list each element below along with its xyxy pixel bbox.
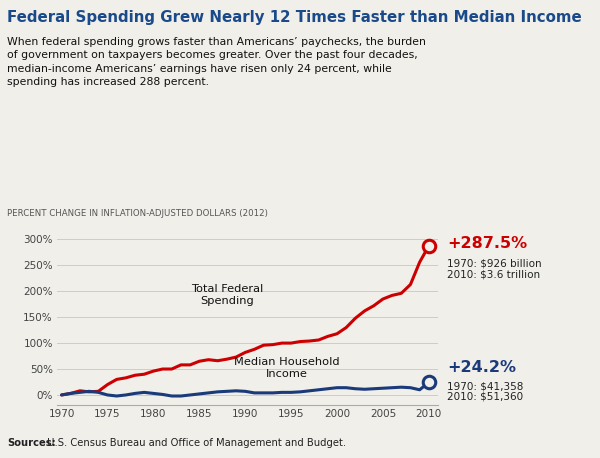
Text: When federal spending grows faster than Americans’ paychecks, the burden
of gove: When federal spending grows faster than … — [7, 37, 426, 87]
Text: PERCENT CHANGE IN INFLATION-ADJUSTED DOLLARS (2012): PERCENT CHANGE IN INFLATION-ADJUSTED DOL… — [7, 208, 268, 218]
Text: +287.5%: +287.5% — [447, 236, 527, 251]
Text: +24.2%: +24.2% — [447, 360, 516, 375]
Text: 1970: $926 billion: 1970: $926 billion — [447, 258, 542, 268]
Text: 1970: $41,358: 1970: $41,358 — [447, 381, 523, 391]
Text: Sources:: Sources: — [7, 438, 56, 448]
Text: 2010: $3.6 trillion: 2010: $3.6 trillion — [447, 269, 540, 279]
Text: Federal Spending Grew Nearly 12 Times Faster than Median Income: Federal Spending Grew Nearly 12 Times Fa… — [7, 10, 582, 25]
Text: Total Federal
Spending: Total Federal Spending — [191, 284, 263, 306]
Text: U.S. Census Bureau and Office of Management and Budget.: U.S. Census Bureau and Office of Managem… — [44, 438, 347, 448]
Text: Median Household
Income: Median Household Income — [234, 357, 340, 379]
Text: 2010: $51,360: 2010: $51,360 — [447, 391, 523, 401]
